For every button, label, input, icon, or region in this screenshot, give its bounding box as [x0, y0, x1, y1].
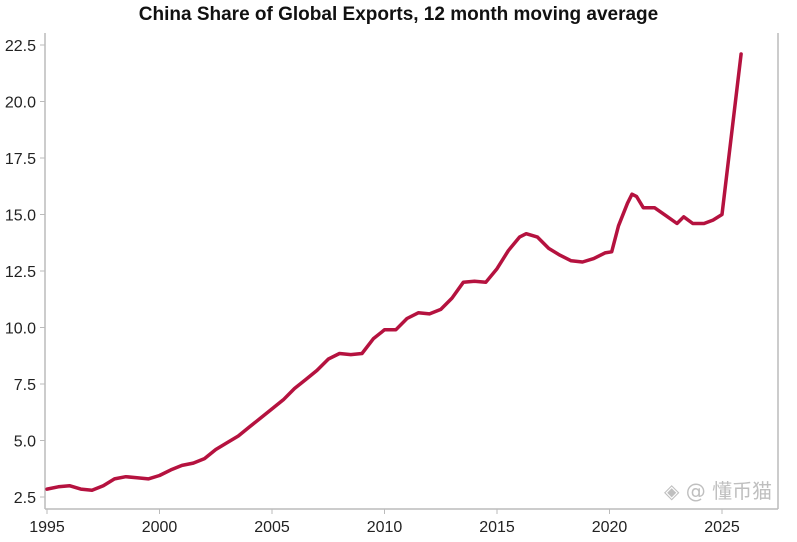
y-tick-label: 22.5	[5, 38, 36, 55]
y-tick-label: 10.0	[5, 321, 36, 338]
x-tick-label: 2015	[479, 519, 515, 536]
y-tick-label: 2.5	[14, 490, 36, 507]
y-tick-label: 20.0	[5, 95, 36, 112]
x-tick-label: 2020	[592, 519, 628, 536]
y-tick-label: 12.5	[5, 264, 36, 281]
y-tick-label: 15.0	[5, 208, 36, 225]
y-tick-label: 17.5	[5, 151, 36, 168]
x-tick-label: 2025	[704, 519, 740, 536]
x-tick-label: 2005	[254, 519, 290, 536]
series-line	[45, 52, 743, 492]
chart-title: China Share of Global Exports, 12 month …	[138, 4, 659, 25]
y-tick-label: 5.0	[14, 434, 36, 451]
x-tick-label: 1995	[29, 519, 65, 536]
watermark: ◈ @ 懂币猫	[664, 479, 773, 503]
y-tick-label: 7.5	[14, 377, 36, 394]
x-tick-label: 2010	[367, 519, 403, 536]
x-tick-label: 2000	[142, 519, 178, 536]
